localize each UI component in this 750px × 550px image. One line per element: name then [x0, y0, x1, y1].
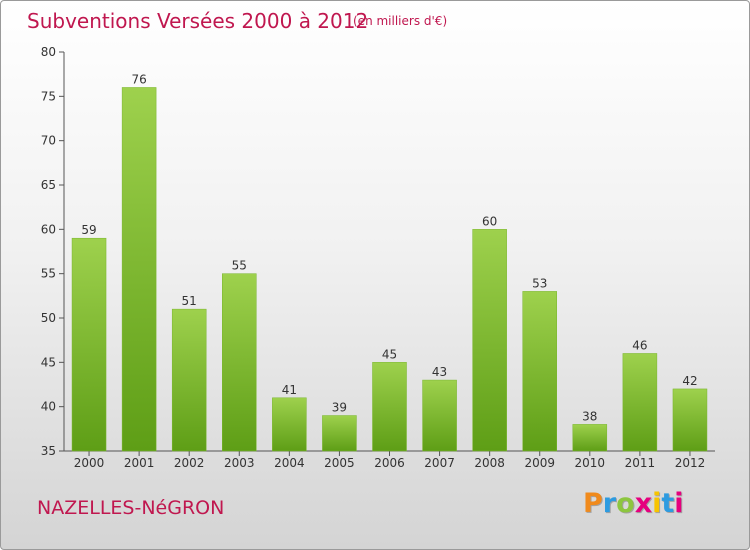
- logo-letter: r: [602, 488, 617, 519]
- bar-value-label: 59: [81, 223, 96, 237]
- bar: [272, 397, 307, 452]
- x-tick-label: 2007: [424, 456, 455, 470]
- y-tick-label: 75: [41, 89, 56, 103]
- y-tick-label: 35: [41, 444, 56, 458]
- x-tick-label: 2012: [675, 456, 706, 470]
- bar: [622, 353, 658, 452]
- x-tick-label: 2000: [74, 456, 105, 470]
- bar: [572, 424, 608, 452]
- bar-value-label: 76: [131, 72, 146, 86]
- x-tick-label: 2011: [625, 456, 656, 470]
- chart-bars: 59 76 51 55 41 39 45 43 60 53 38 46 42: [71, 72, 708, 452]
- y-tick-label: 55: [41, 267, 56, 281]
- logo-letter: i: [652, 488, 662, 519]
- logo-letter: x: [634, 488, 653, 519]
- y-tick-label: 60: [41, 222, 56, 236]
- bar: [472, 229, 507, 452]
- x-tick-label: 2002: [174, 456, 205, 470]
- x-tick-label: 2010: [575, 456, 606, 470]
- bar-value-label: 51: [182, 294, 197, 308]
- x-tick-label: 2005: [324, 456, 355, 470]
- chart-title: Subventions Versées 2000 à 2012: [27, 9, 369, 33]
- bar-value-label: 43: [432, 365, 447, 379]
- bar-value-label: 60: [482, 214, 497, 228]
- chart-axes: 35 40 45 50 55 60 65 70 75 80 2000 2001 2002 2003 2004…: [41, 45, 715, 470]
- bar: [71, 237, 107, 452]
- x-tick-label: 2004: [274, 456, 305, 470]
- bar: [522, 291, 557, 452]
- chart-subtitle: (en milliers d'€): [353, 14, 448, 28]
- bar: [422, 379, 457, 452]
- bar-value-label: 41: [282, 383, 297, 397]
- logo-letter: t: [661, 488, 675, 519]
- bar-value-label: 45: [382, 347, 397, 361]
- x-tick-label: 2008: [474, 456, 505, 470]
- bar: [121, 87, 157, 452]
- logo-letter: P: [583, 488, 603, 519]
- x-tick-label: 2006: [374, 456, 405, 470]
- y-tick-label: 70: [41, 134, 56, 148]
- y-tick-label: 50: [41, 311, 56, 325]
- proxiti-logo[interactable]: Proxiti: [583, 488, 684, 519]
- bar: [322, 415, 357, 452]
- bar-value-label: 39: [332, 401, 347, 415]
- bar-value-label: 46: [632, 338, 647, 352]
- bar-value-label: 53: [532, 276, 547, 290]
- bar-value-label: 42: [682, 374, 697, 388]
- town-name: NAZELLES-NéGRON: [37, 497, 225, 519]
- y-tick-label: 45: [41, 355, 56, 369]
- logo-letter: o: [616, 488, 635, 519]
- bar-value-label: 38: [582, 409, 597, 423]
- x-tick-label: 2001: [124, 456, 155, 470]
- logo-letter: i: [674, 488, 684, 519]
- y-tick-label: 80: [41, 45, 56, 59]
- x-tick-label: 2009: [524, 456, 555, 470]
- x-tick-label: 2003: [224, 456, 255, 470]
- y-tick-label: 40: [41, 400, 56, 414]
- bar: [372, 362, 407, 452]
- y-tick-label: 65: [41, 178, 56, 192]
- bar: [672, 388, 708, 452]
- bar: [171, 308, 207, 452]
- bar-value-label: 55: [232, 259, 247, 273]
- bar: [222, 273, 257, 452]
